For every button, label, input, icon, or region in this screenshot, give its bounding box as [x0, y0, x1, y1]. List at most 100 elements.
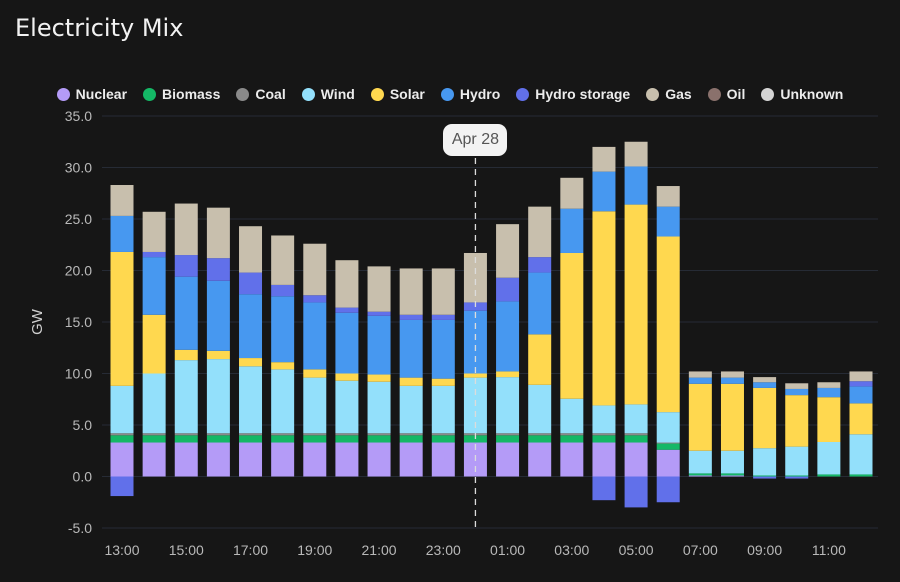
bar-segment-coal [206, 433, 230, 436]
bar-segment-nuclear [174, 442, 198, 477]
bar-segment-coal [335, 433, 359, 436]
bar-segment-biomass [110, 435, 134, 443]
bar-segment-biomass [239, 435, 263, 443]
bar-segment-biomass [271, 435, 295, 443]
bar-segment-gas [110, 185, 134, 216]
bar-segment-wind [431, 385, 455, 434]
bar-segment-solar [592, 211, 616, 406]
legend-item-gas[interactable]: Gas [646, 86, 692, 102]
legend-item-oil[interactable]: Oil [707, 86, 745, 102]
bar-segment-hydro-storage [592, 476, 616, 501]
bar-segment-wind [528, 384, 552, 434]
bar-segment-hydro [431, 319, 455, 379]
bar-segment-solar [174, 349, 198, 361]
bar-segment-hydro [624, 166, 648, 205]
bar-segment-hydro-storage [239, 272, 263, 295]
bar-segment-wind [174, 360, 198, 434]
bar-segment-gas [817, 382, 841, 388]
bar-segment-solar [271, 362, 295, 370]
bar-segment-nuclear [560, 442, 584, 477]
x-tick-label: 11:00 [812, 542, 846, 558]
legend-label: Coal [255, 86, 286, 102]
legend-label: Solar [389, 86, 425, 102]
x-tick-label: 09:00 [747, 542, 782, 558]
legend-label: Hydro [459, 86, 501, 102]
date-annotation: Apr 28 [443, 124, 508, 156]
bar-segment-hydro [817, 387, 841, 398]
legend-swatch [236, 87, 250, 101]
bar-segment-gas [399, 268, 423, 315]
bar-segment-biomass [206, 435, 230, 443]
y-tick-label: 0.0 [73, 469, 93, 485]
bar-segment-gas [560, 177, 584, 209]
bar-segment-nuclear [142, 442, 166, 477]
legend-item-coal[interactable]: Coal [236, 86, 286, 102]
bar-segment-biomass [817, 474, 841, 477]
bar-segment-gas [753, 377, 777, 383]
bar-segment-nuclear [624, 442, 648, 477]
bar-segment-coal [528, 433, 552, 436]
bar-segment-hydro [142, 257, 166, 315]
chart-title: Electricity Mix [15, 14, 184, 42]
bar-segment-biomass [592, 435, 616, 443]
bar-segment-nuclear [110, 442, 134, 477]
legend-item-unknown[interactable]: Unknown [761, 86, 843, 102]
bar-segment-hydro [463, 310, 487, 374]
bar-segment-solar [624, 204, 648, 405]
bar-segment-wind [656, 412, 680, 443]
bar-segment-coal [592, 433, 616, 436]
bar-segment-coal [303, 433, 327, 436]
y-tick-label: 5.0 [73, 417, 93, 433]
legend-item-hydro[interactable]: Hydro [440, 86, 501, 102]
bar-segment-hydro-storage [110, 476, 134, 497]
bar-segment-wind [849, 434, 873, 475]
bar-segment-biomass [785, 475, 809, 477]
bar-segment-hydro [560, 208, 584, 253]
legend-item-solar[interactable]: Solar [370, 86, 425, 102]
bar-segment-hydro [688, 377, 712, 384]
bar-segment-coal [624, 433, 648, 436]
y-tick-label: 10.0 [65, 366, 92, 382]
legend-item-biomass[interactable]: Biomass [143, 86, 220, 102]
bar-segment-solar [720, 383, 744, 451]
bar-segment-hydro-storage [335, 307, 359, 313]
bar-segment-hydro [399, 319, 423, 378]
bar-segment-hydro [528, 272, 552, 335]
legend-item-nuclear[interactable]: Nuclear [56, 86, 127, 102]
bar-segment-hydro [174, 276, 198, 350]
bar-segment-hydro [496, 301, 520, 372]
bar-segment-nuclear [206, 442, 230, 477]
bar-segment-gas [656, 186, 680, 207]
bar-segment-coal [496, 433, 520, 436]
legend-item-wind[interactable]: Wind [301, 86, 355, 102]
bar-segment-coal [431, 433, 455, 436]
legend-item-hydro-storage[interactable]: Hydro storage [516, 86, 630, 102]
bar-segment-gas [592, 146, 616, 172]
bar-segment-gas [463, 252, 487, 303]
bar-segment-nuclear [528, 442, 552, 477]
bar-segment-gas [367, 266, 391, 312]
bar-segment-nuclear [496, 442, 520, 477]
bar-segment-coal [560, 433, 584, 436]
bar-segment-wind [720, 450, 744, 474]
bar-segment-gas [271, 235, 295, 285]
bar-segment-gas [206, 207, 230, 259]
bar-segment-hydro [753, 382, 777, 388]
bar-segment-biomass [656, 443, 680, 450]
bar-segment-wind [496, 377, 520, 434]
legend-label: Biomass [162, 86, 221, 102]
bar-segment-biomass [528, 435, 552, 443]
bar-segment-nuclear [592, 442, 616, 477]
bar-segment-nuclear [335, 442, 359, 477]
bar-segment-gas [335, 260, 359, 308]
bar-segment-solar [528, 334, 552, 385]
bar-segment-biomass [560, 435, 584, 443]
bar-segment-wind [785, 446, 809, 476]
legend-label: Unknown [780, 86, 844, 102]
bar-segment-gas [496, 224, 520, 278]
legend-swatch [707, 87, 721, 101]
bar-segment-hydro [239, 294, 263, 359]
bar-segment-coal [656, 442, 680, 444]
bar-segment-hydro [367, 315, 391, 375]
bar-segment-gas [303, 243, 327, 296]
